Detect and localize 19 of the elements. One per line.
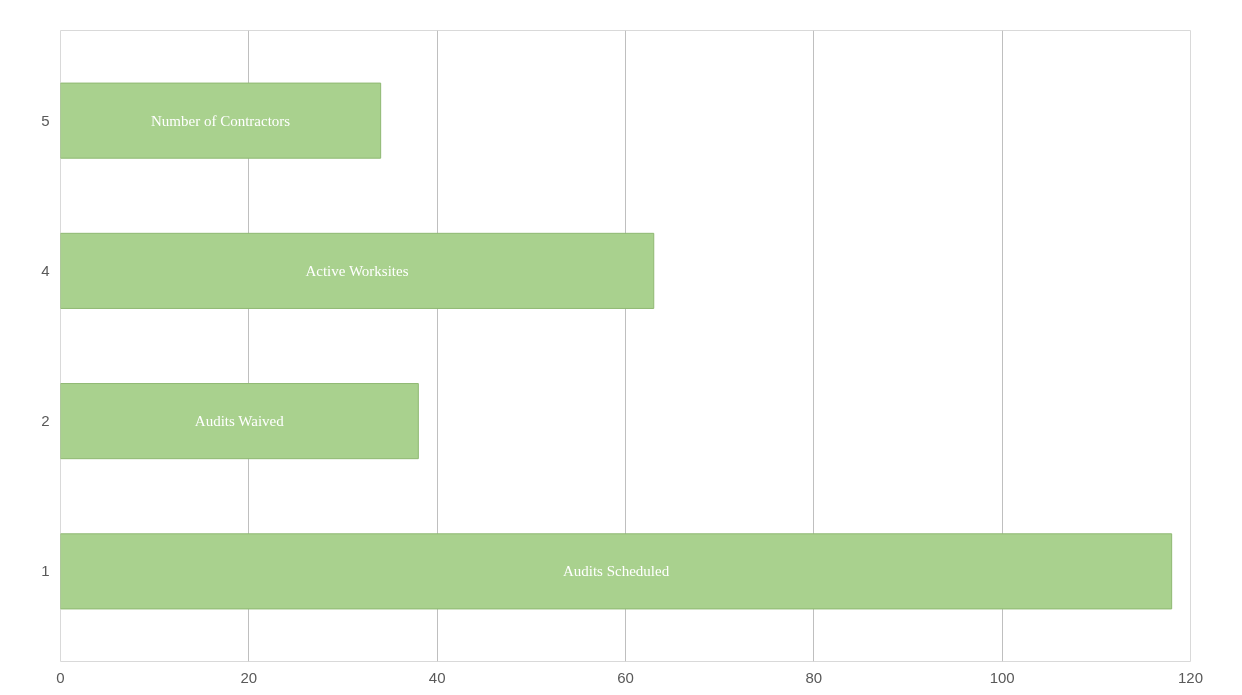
x-tick-label: 20 <box>240 668 258 686</box>
y-tick-label: 4 <box>41 261 50 279</box>
bar <box>60 383 419 460</box>
x-tick-label: 120 <box>1177 668 1204 686</box>
x-tick-label: 0 <box>56 668 65 686</box>
data-label: Audits Waived <box>194 413 285 430</box>
y-tick-label: 2 <box>41 412 50 430</box>
bar <box>60 533 1173 610</box>
x-tick-label: 80 <box>805 668 823 686</box>
y-tick-label: 5 <box>41 111 50 129</box>
x-tick-label: 100 <box>989 668 1015 686</box>
y-tick-label: 1 <box>41 562 50 580</box>
data-label: Audits Scheduled <box>562 563 670 580</box>
bar <box>60 232 655 309</box>
x-tick-label: 40 <box>428 668 446 686</box>
data-label: Number of Contractors <box>151 112 291 129</box>
x-tick-label: 60 <box>617 668 634 686</box>
data-label: Active Worksites <box>305 262 409 279</box>
bar <box>60 82 382 159</box>
